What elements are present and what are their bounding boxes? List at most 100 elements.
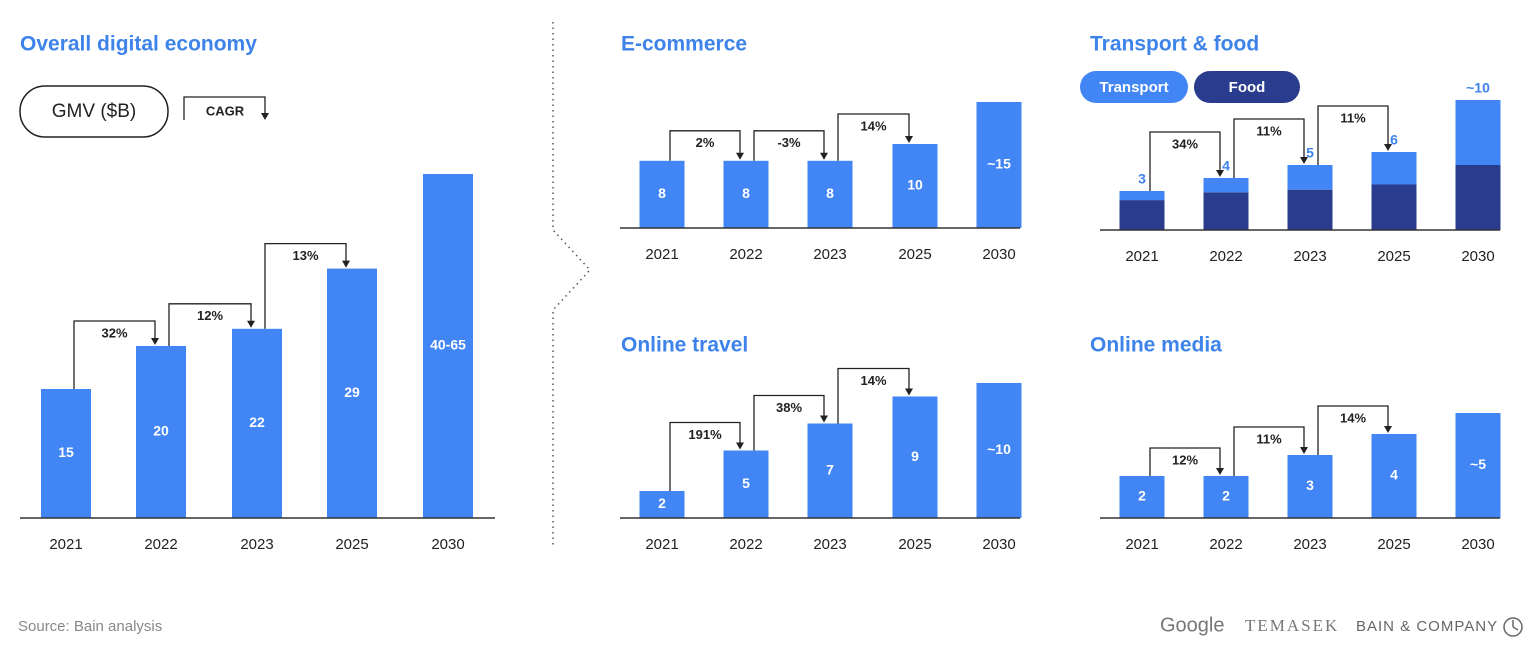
cagr-arrow: [669, 130, 741, 161]
cagr-arrowhead: [342, 260, 350, 268]
source-note: Source: Bain analysis: [18, 618, 162, 635]
cagr-arrowhead: [905, 388, 913, 396]
total-label: 5: [1306, 145, 1314, 161]
x-tick-label: 2030: [431, 536, 464, 553]
bar-segment: [1203, 192, 1249, 230]
cagr-arrow: [669, 421, 741, 491]
x-tick-label: 2022: [729, 536, 762, 553]
bar-value-label: 2: [1138, 488, 1146, 504]
bar: [232, 328, 282, 518]
bar: [1119, 476, 1165, 518]
bar-value-label: 8: [826, 185, 834, 201]
cagr-arrow: [837, 113, 910, 161]
logo-temasek: TEMASEK: [1245, 616, 1339, 635]
x-tick-label: 2023: [1293, 536, 1326, 553]
legend-pill: [1194, 71, 1300, 103]
bar-value-label: 8: [658, 185, 666, 201]
bar-value-label: 15: [58, 444, 74, 460]
bar: [723, 450, 769, 518]
legend-pill: [1080, 71, 1188, 103]
cagr-arrowhead: [905, 136, 913, 143]
cagr-label: 12%: [1172, 452, 1198, 467]
bar-value-label: 10: [907, 177, 923, 193]
bar-value-label: 8: [742, 185, 750, 201]
x-tick-label: 2021: [645, 246, 678, 263]
x-tick-label: 2022: [729, 246, 762, 263]
bar: [1203, 476, 1249, 518]
bar-value-label: 2: [1222, 488, 1230, 504]
x-tick-label: 2021: [1125, 248, 1158, 265]
cagr-arrowhead: [1300, 157, 1308, 164]
cagr-arrowhead: [736, 442, 744, 450]
chart-title: Online media: [1090, 334, 1222, 357]
x-tick-label: 2021: [645, 536, 678, 553]
x-tick-label: 2030: [1461, 536, 1494, 553]
bar: [892, 144, 938, 228]
cagr-arrow: [1149, 447, 1221, 476]
bar: [892, 396, 938, 518]
cagr-arrow: [1233, 118, 1305, 178]
logo-google: Google: [1160, 614, 1225, 636]
x-tick-label: 2030: [982, 246, 1015, 263]
gmv-label: GMV ($B): [52, 101, 136, 122]
bar: [1371, 434, 1417, 518]
bar-value-label: ~15: [987, 156, 1011, 172]
bar: [807, 160, 853, 228]
bar-segment: [1203, 178, 1249, 193]
bar-segment: [1287, 189, 1333, 230]
bar: [807, 423, 853, 518]
cagr-arrowhead: [1384, 144, 1392, 151]
x-tick-label: 2022: [1209, 536, 1242, 553]
chart-title: Overall digital economy: [20, 33, 257, 56]
logo-bain-icon-hand: [1512, 620, 1519, 631]
cagr-arrowhead: [1384, 426, 1392, 433]
cagr-label: 12%: [197, 308, 223, 323]
total-label: ~10: [1466, 80, 1490, 96]
cagr-arrowhead: [1216, 468, 1224, 475]
cagr-legend-label: CAGR: [206, 103, 245, 118]
cagr-arrow: [1317, 105, 1389, 165]
cagr-arrowhead: [1216, 170, 1224, 177]
cagr-arrowhead: [1300, 447, 1308, 454]
cagr-arrow: [1317, 405, 1389, 455]
cagr-arrow: [1149, 131, 1221, 191]
bar-value-label: 22: [249, 414, 265, 430]
cagr-arrow: [168, 303, 252, 346]
total-label: 4: [1222, 158, 1230, 174]
cagr-label: 34%: [1172, 136, 1198, 151]
bar-segment: [1455, 165, 1501, 230]
cagr-label: 14%: [1340, 410, 1366, 425]
cagr-arrow: [73, 320, 156, 389]
bar-value-label: 3: [1306, 477, 1314, 493]
bar-value-label: 29: [344, 384, 360, 400]
cagr-arrow: [264, 242, 347, 329]
bar-value-label: 4: [1390, 467, 1398, 483]
cagr-arrowhead: [736, 152, 744, 160]
bar-segment: [1371, 152, 1417, 185]
cagr-arrowhead: [151, 338, 159, 345]
bar-segment: [1119, 191, 1165, 201]
separator: [552, 22, 592, 548]
x-tick-label: 2030: [1461, 248, 1494, 265]
cagr-label: 14%: [860, 373, 886, 388]
bar: [976, 383, 1022, 518]
bar: [1455, 413, 1501, 518]
cagr-arrowhead: [820, 415, 828, 423]
bar-segment: [1455, 100, 1501, 165]
cagr-arrowhead: [261, 113, 269, 120]
bar: [976, 102, 1022, 228]
bar: [423, 174, 473, 518]
x-tick-label: 2030: [982, 536, 1015, 553]
bar: [41, 389, 91, 518]
cagr-label: 191%: [688, 427, 722, 442]
cagr-bracket: [183, 96, 266, 120]
cagr-label: 32%: [101, 325, 127, 340]
x-tick-label: 2025: [898, 246, 931, 263]
total-label: 3: [1138, 171, 1146, 187]
cagr-label: 11%: [1340, 110, 1366, 125]
x-tick-label: 2023: [240, 536, 273, 553]
bar-value-label: ~5: [1470, 456, 1486, 472]
bar-value-label: 9: [911, 448, 919, 464]
bar-segment: [1371, 184, 1417, 230]
cagr-arrowhead: [820, 152, 828, 160]
